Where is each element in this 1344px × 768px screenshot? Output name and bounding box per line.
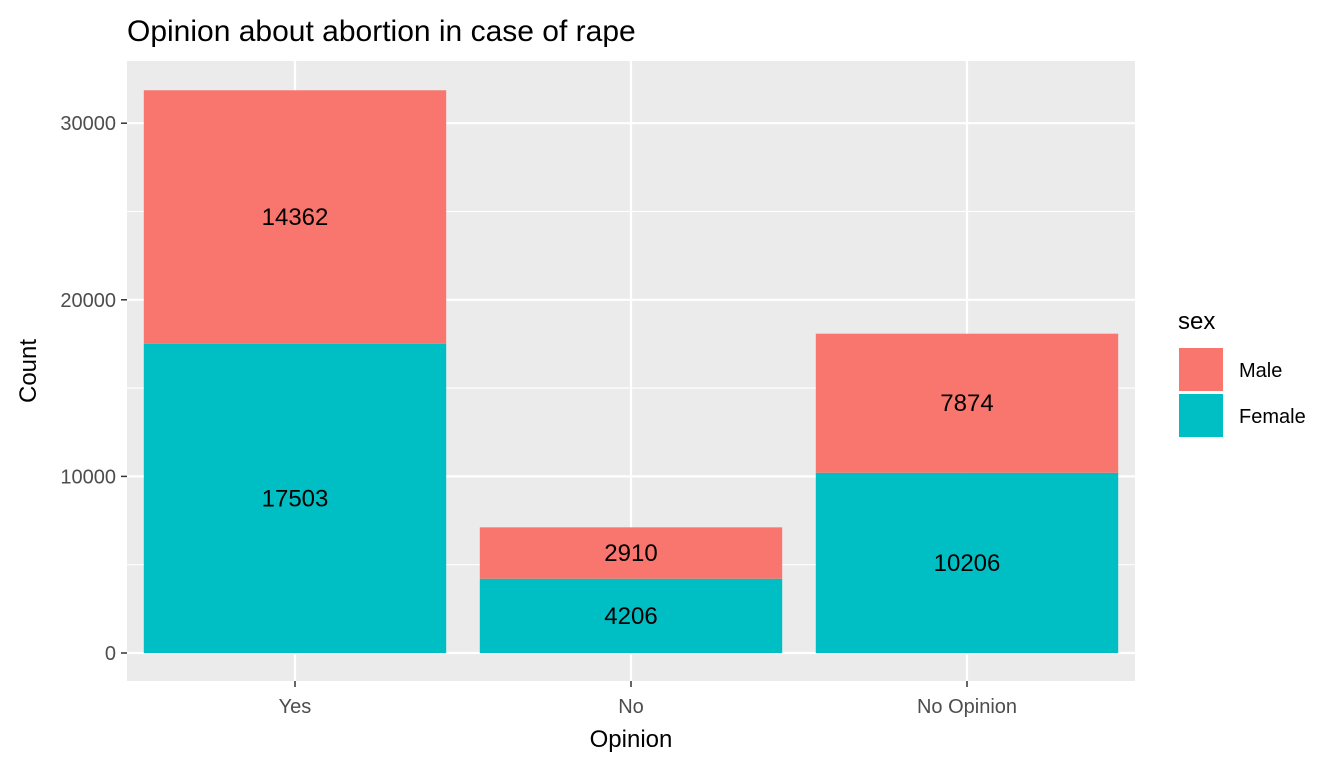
- bar-female-yes: [143, 343, 447, 653]
- y-tick-label: 20000: [60, 290, 116, 312]
- x-axis-title: Opinion: [590, 726, 673, 753]
- bar-male-no-opinion: [815, 333, 1119, 473]
- bar-female-no-opinion: [815, 472, 1119, 653]
- x-tick-label: No: [618, 696, 644, 718]
- y-tick-label: 0: [105, 643, 116, 665]
- legend: sex Male Female: [1178, 308, 1306, 437]
- legend-key-female: [1179, 394, 1223, 437]
- y-tick-label: 30000: [60, 113, 116, 135]
- legend-title: sex: [1178, 308, 1215, 335]
- x-tick-label: No Opinion: [917, 696, 1017, 718]
- y-axis: 0 10000 20000 30000: [60, 113, 127, 665]
- bar-male-yes: [143, 90, 447, 344]
- chart-title: Opinion about abortion in case of rape: [127, 15, 636, 48]
- bar-male-no: [479, 527, 783, 579]
- legend-items: Male Female: [1179, 348, 1306, 437]
- bar-female-no: [479, 578, 783, 653]
- legend-label: Female: [1239, 406, 1306, 428]
- bar-value-label: 17503: [262, 485, 329, 512]
- y-axis-title: Count: [15, 339, 42, 403]
- y-tick-label: 10000: [60, 466, 116, 488]
- bar-value-label: 10206: [934, 550, 1001, 577]
- x-axis: Yes No No Opinion: [279, 681, 1017, 718]
- bar-labels: 17503 14362 4206 2910 10206 7874: [262, 204, 1001, 630]
- x-tick-label: Yes: [279, 696, 312, 718]
- legend-label: Male: [1239, 360, 1282, 382]
- bar-value-label: 7874: [940, 390, 993, 417]
- legend-key-male: [1179, 348, 1223, 391]
- bar-value-label: 14362: [262, 204, 329, 231]
- bars: [143, 90, 1119, 653]
- bar-value-label: 2910: [604, 540, 657, 567]
- bar-value-label: 4206: [604, 603, 657, 630]
